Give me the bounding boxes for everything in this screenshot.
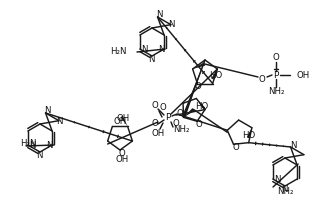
Polygon shape	[196, 98, 205, 109]
Text: P: P	[273, 71, 279, 79]
Text: N: N	[290, 141, 297, 150]
Text: O: O	[160, 104, 166, 112]
Text: HO: HO	[242, 131, 255, 140]
Text: P: P	[165, 114, 171, 122]
Text: HO: HO	[209, 72, 222, 81]
Text: N: N	[281, 184, 287, 193]
Text: OH: OH	[297, 71, 310, 79]
Text: O: O	[152, 119, 158, 128]
Text: H₂N: H₂N	[110, 47, 127, 56]
Text: O: O	[196, 120, 203, 129]
Text: N: N	[36, 151, 42, 160]
Text: O: O	[259, 75, 265, 83]
Text: N: N	[168, 20, 174, 29]
Text: N: N	[29, 141, 35, 151]
Text: OH: OH	[115, 154, 128, 164]
Text: O: O	[173, 118, 179, 128]
Text: N: N	[156, 10, 163, 19]
Text: N: N	[158, 46, 164, 55]
Polygon shape	[211, 69, 217, 79]
Text: N: N	[141, 46, 147, 55]
Text: HO: HO	[195, 102, 208, 111]
Polygon shape	[120, 116, 128, 127]
Text: O: O	[152, 101, 158, 109]
Text: OH: OH	[116, 114, 129, 123]
Text: OH: OH	[151, 128, 165, 138]
Text: O: O	[273, 53, 279, 62]
Text: N: N	[56, 117, 62, 126]
Text: NH₂: NH₂	[173, 125, 190, 134]
Text: N: N	[46, 141, 52, 151]
Polygon shape	[184, 108, 194, 117]
Polygon shape	[182, 60, 205, 118]
Polygon shape	[193, 62, 205, 69]
Text: OH: OH	[114, 117, 127, 126]
Text: O: O	[232, 143, 239, 152]
Text: O: O	[195, 82, 202, 91]
Text: O: O	[177, 109, 183, 118]
Text: N: N	[274, 176, 280, 184]
Text: N: N	[44, 106, 51, 115]
Text: NH₂: NH₂	[268, 86, 284, 95]
Text: N: N	[148, 55, 154, 63]
Text: O: O	[118, 148, 125, 157]
Text: H₂N: H₂N	[20, 138, 36, 147]
Polygon shape	[247, 128, 252, 138]
Text: NH₂: NH₂	[277, 187, 293, 197]
